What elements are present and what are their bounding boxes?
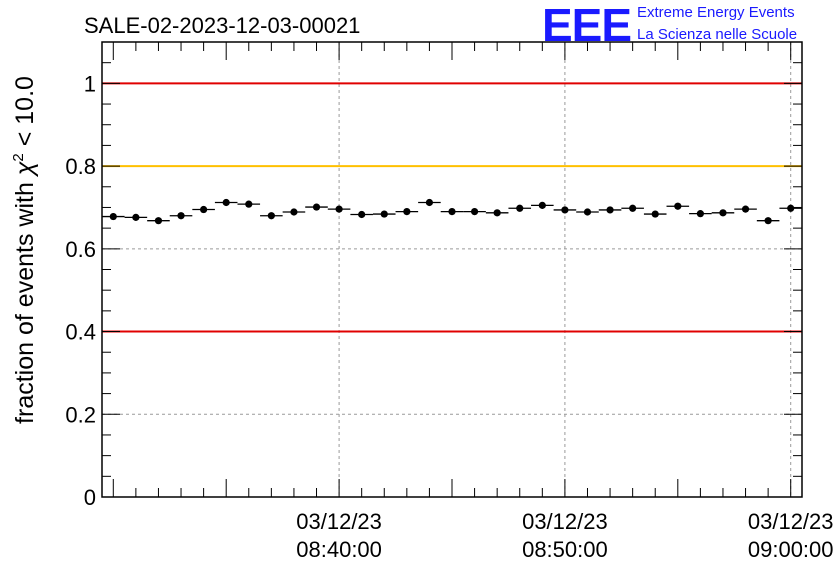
marker-5 (222, 198, 230, 207)
y-tick-labels: 0 0.2 0.4 0.6 0.8 1 (65, 71, 96, 510)
data-point-27 (711, 209, 735, 217)
data-point-29 (756, 217, 780, 225)
marker-22 (606, 206, 614, 214)
marker-19 (538, 201, 546, 209)
y-tick-label-2: 0.4 (65, 320, 96, 345)
data-series (102, 198, 802, 225)
data-point-6 (237, 200, 261, 208)
data-point-23 (621, 204, 644, 212)
marker-6 (245, 200, 253, 208)
marker-9 (312, 203, 321, 211)
marker-20 (561, 206, 569, 214)
x-tick-date-1: 03/12/23 (522, 509, 608, 534)
logo-mark: EEE (542, 0, 631, 51)
data-point-14 (418, 198, 441, 207)
marker-8 (290, 208, 298, 216)
y-tick-label-1: 0.2 (65, 402, 96, 427)
y-tick-label-5: 1 (84, 71, 96, 96)
marker-1 (132, 213, 140, 221)
marker-15 (448, 207, 456, 216)
x-tick-date-0: 03/12/23 (296, 509, 382, 534)
x-tick-date-2: 03/12/23 (748, 509, 834, 534)
marker-10 (335, 205, 343, 213)
marker-4 (200, 205, 208, 214)
y-tick-label-3: 0.6 (65, 237, 96, 262)
data-point-30 (779, 204, 802, 212)
marker-16 (470, 207, 479, 216)
data-point-18 (508, 204, 532, 212)
marker-12 (380, 210, 388, 218)
y-axis-label: fraction of events with χ2 < 10.0 (10, 76, 39, 424)
reference-lines (102, 82, 802, 333)
data-point-13 (395, 207, 419, 216)
marker-3 (177, 212, 185, 220)
data-point-19 (531, 201, 554, 209)
data-point-7 (260, 212, 283, 220)
x-tick-time-1: 08:50:00 (522, 537, 608, 562)
marker-27 (719, 209, 727, 217)
data-point-25 (666, 202, 690, 210)
x-tick-time-0: 08:40:00 (296, 537, 382, 562)
marker-29 (764, 217, 772, 225)
marker-21 (583, 208, 592, 216)
data-point-26 (689, 210, 712, 218)
data-point-20 (553, 206, 577, 214)
y-tick-label-0: 0 (84, 485, 96, 510)
marker-14 (425, 198, 434, 207)
data-point-3 (169, 212, 193, 220)
marker-28 (741, 205, 750, 213)
data-point-5 (214, 198, 238, 207)
data-point-9 (305, 203, 328, 211)
marker-0 (109, 212, 117, 221)
marker-25 (674, 202, 682, 210)
data-point-11 (350, 210, 373, 219)
chart-title: SALE-02-2023-12-03-00021 (84, 13, 360, 38)
marker-2 (154, 217, 163, 225)
y-tick-label-4: 0.8 (65, 154, 96, 179)
data-point-22 (598, 206, 622, 214)
data-point-10 (327, 205, 351, 213)
marker-11 (358, 210, 366, 219)
data-point-12 (372, 210, 396, 218)
marker-17 (493, 209, 501, 217)
marker-24 (651, 210, 659, 218)
data-point-15 (440, 207, 464, 216)
marker-7 (267, 212, 275, 220)
data-point-4 (192, 205, 215, 214)
data-point-0 (102, 212, 125, 221)
data-point-1 (124, 213, 148, 221)
data-point-16 (463, 207, 486, 216)
data-point-2 (147, 217, 170, 225)
data-point-17 (485, 209, 509, 217)
logo-line1: Extreme Energy Events (637, 4, 795, 21)
x-tick-time-2: 09:00:00 (748, 537, 834, 562)
eee-logo: EEE Extreme Energy Events La Scienza nel… (542, 0, 797, 51)
data-point-24 (643, 210, 667, 218)
data-point-8 (282, 208, 306, 216)
data-point-21 (576, 208, 599, 216)
logo-line2: La Scienza nelle Scuole (637, 26, 797, 43)
axis-ticks (102, 41, 802, 498)
marker-30 (787, 204, 795, 212)
x-tick-labels: 03/12/23 08:40:00 03/12/23 08:50:00 03/12/23… (296, 509, 833, 562)
marker-13 (403, 207, 411, 216)
marker-26 (696, 210, 704, 218)
grid (102, 42, 802, 497)
marker-18 (516, 204, 524, 212)
marker-23 (629, 204, 637, 212)
data-point-28 (734, 205, 757, 213)
plot-frame (101, 41, 803, 498)
